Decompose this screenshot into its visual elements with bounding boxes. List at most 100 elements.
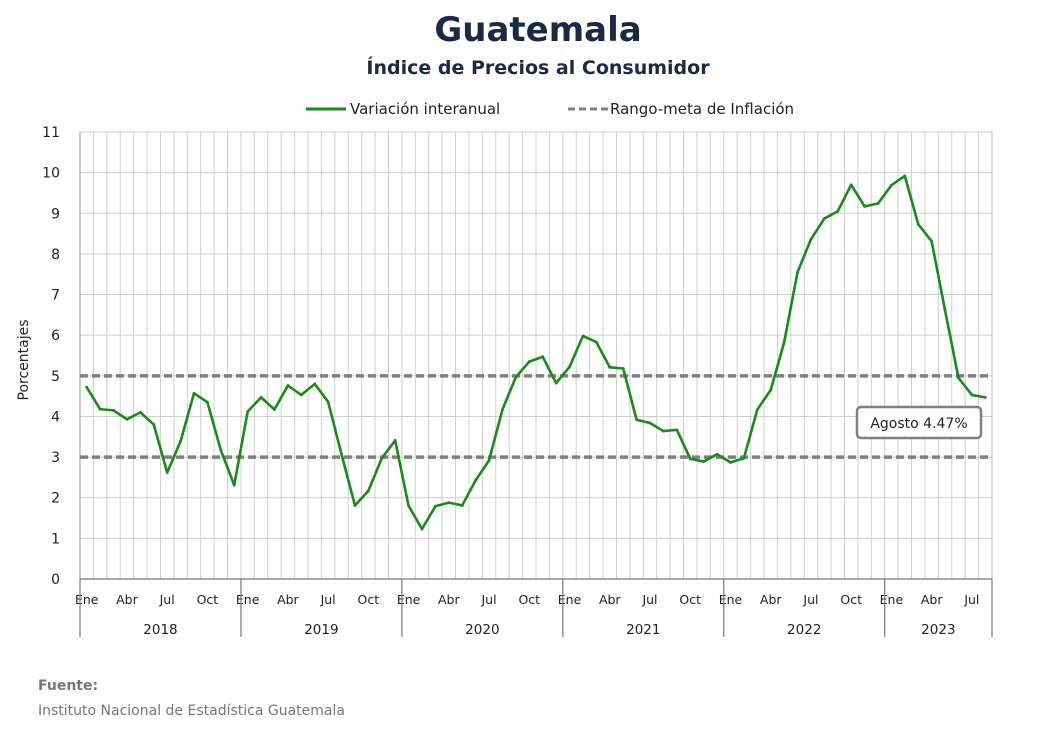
x-tick-label: Abr	[438, 592, 460, 607]
data-point	[648, 421, 652, 425]
y-tick-label: 5	[51, 369, 60, 385]
y-tick-label: 3	[51, 450, 60, 466]
data-point	[983, 395, 987, 399]
data-point	[407, 504, 410, 508]
data-point	[85, 385, 89, 389]
data-point	[98, 407, 102, 411]
y-tick-label: 7	[51, 288, 60, 304]
x-tick-label: Abr	[277, 592, 299, 607]
data-point	[541, 355, 545, 359]
data-point	[836, 209, 840, 213]
data-point	[796, 270, 799, 274]
y-tick-label: 9	[51, 206, 60, 222]
data-point	[192, 391, 196, 395]
source-heading: Fuente:	[38, 678, 98, 694]
data-point	[152, 423, 156, 426]
data-point	[514, 375, 518, 379]
x-tick-label: Jul	[802, 592, 818, 607]
x-tick-label: Oct	[518, 592, 540, 607]
data-point	[863, 204, 866, 208]
data-point	[460, 504, 464, 507]
data-point	[688, 457, 692, 461]
data-point	[903, 174, 907, 178]
data-point	[621, 367, 625, 370]
year-label: 2020	[465, 622, 499, 638]
data-point	[501, 408, 504, 411]
y-tick-label: 8	[51, 247, 60, 263]
y-tick-label: 11	[42, 125, 60, 141]
data-point	[259, 395, 263, 399]
x-tick-label: Ene	[880, 592, 904, 607]
chart-subtitle: Índice de Precios al Consumidor	[366, 56, 710, 79]
y-tick-label: 2	[51, 491, 60, 507]
data-point	[822, 217, 826, 220]
series-line-variacion-interanual	[85, 174, 987, 531]
data-point	[702, 460, 706, 463]
annotation-text: Agosto 4.47%	[870, 416, 967, 432]
data-point	[179, 439, 182, 443]
data-point	[447, 501, 451, 505]
data-point	[246, 410, 250, 413]
legend-label-rango: Rango-meta de Inflación	[610, 100, 794, 118]
source-text: Instituto Nacional de Estadística Guatem…	[38, 703, 345, 719]
series-layer	[85, 174, 987, 531]
data-point	[206, 400, 209, 404]
data-point	[729, 460, 732, 464]
data-point	[782, 341, 786, 344]
annotation-frame	[855, 405, 983, 440]
data-point	[635, 418, 638, 422]
x-tick-label: Oct	[679, 592, 701, 607]
data-point	[219, 448, 223, 452]
x-tick-label: Ene	[558, 592, 582, 607]
x-axis: Ene Abr Jul Oct 2018 Ene Abr Jul Oct 2019 Ene Abr Ju…	[75, 578, 993, 638]
data-point	[527, 360, 531, 363]
target-range-lines	[80, 374, 992, 459]
x-tick-label: Jul	[481, 592, 497, 607]
chart-title: Guatemala	[434, 10, 641, 50]
x-tick-label: Ene	[236, 592, 260, 607]
x-tick-label: Oct	[358, 592, 380, 607]
data-point	[876, 202, 880, 205]
y-tick-label: 6	[51, 328, 60, 344]
y-tick-label: 10	[42, 166, 60, 182]
data-point	[890, 183, 893, 187]
data-point	[568, 365, 571, 369]
year-label: 2019	[304, 622, 338, 638]
y-tick-label: 4	[51, 409, 60, 425]
legend-label-variacion: Variación interanual	[350, 100, 500, 118]
data-point	[112, 408, 115, 412]
year-label: 2018	[143, 622, 177, 638]
data-point	[662, 429, 665, 433]
x-tick-label: Abr	[921, 592, 943, 607]
data-point	[554, 381, 558, 385]
data-point	[769, 388, 773, 392]
y-tick-label: 1	[51, 531, 60, 547]
data-point	[340, 452, 343, 456]
y-axis-label: Porcentajes	[16, 319, 32, 400]
data-point	[326, 400, 330, 404]
annotation-box: Agosto 4.47%	[855, 405, 983, 440]
x-tick-label: Jul	[159, 592, 175, 607]
x-tick-label: Jul	[320, 592, 336, 607]
data-point	[366, 489, 370, 493]
data-point	[353, 504, 357, 507]
data-point	[420, 527, 424, 531]
gridlines	[79, 131, 993, 580]
data-point	[608, 365, 612, 369]
x-tick-label: Oct	[840, 592, 862, 607]
data-point	[487, 458, 491, 462]
year-label: 2021	[626, 622, 660, 638]
data-point	[138, 410, 142, 414]
data-point	[970, 393, 974, 397]
x-tick-label: Abr	[599, 592, 621, 607]
data-point	[957, 376, 960, 380]
y-tick-label: 0	[51, 572, 60, 588]
data-point	[594, 340, 598, 344]
x-tick-label: Ene	[719, 592, 743, 607]
data-point	[849, 183, 853, 187]
data-point	[474, 478, 478, 482]
x-tick-label: Ene	[75, 592, 99, 607]
data-point	[125, 417, 129, 421]
x-tick-label: Jul	[641, 592, 657, 607]
